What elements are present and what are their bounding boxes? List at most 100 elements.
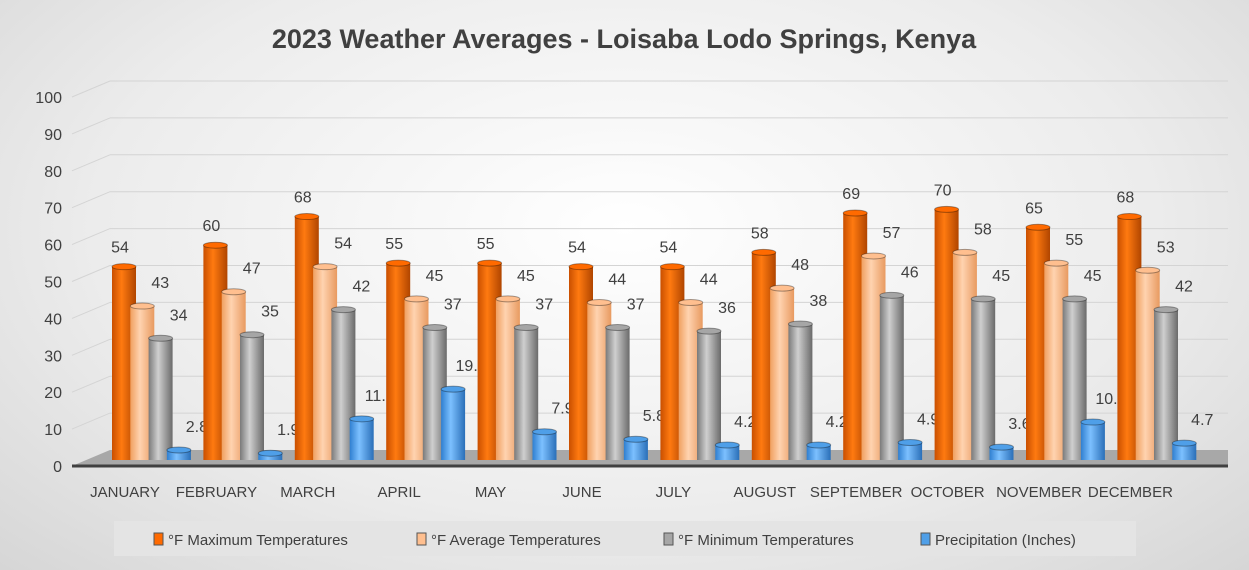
bar-top — [221, 288, 247, 296]
bar-top — [477, 259, 503, 267]
data-label: 7.9 — [551, 401, 573, 418]
data-label: 55 — [385, 236, 403, 253]
x-tick-label: MARCH — [280, 484, 335, 501]
bar-body — [441, 389, 466, 460]
data-label: 58 — [751, 225, 769, 242]
x-tick-label: MAY — [475, 484, 506, 501]
data-label: 68 — [1117, 190, 1135, 207]
data-label: 54 — [334, 236, 352, 253]
gridline — [71, 191, 111, 209]
y-tick-label: 100 — [35, 90, 62, 107]
x-tick-label: NOVEMBER — [996, 484, 1082, 501]
bar — [714, 441, 740, 460]
gridline — [71, 80, 111, 98]
bar — [1080, 418, 1106, 460]
bar-body — [623, 439, 648, 460]
bar — [970, 295, 996, 460]
y-tick-label: 90 — [44, 127, 62, 144]
bar-body — [240, 334, 264, 460]
bar-top — [1153, 306, 1179, 314]
data-label: 45 — [517, 268, 535, 285]
bar — [239, 331, 265, 460]
y-tick-label: 20 — [44, 385, 62, 402]
x-tick-label: JANUARY — [90, 484, 160, 501]
data-label: 55 — [1065, 232, 1083, 249]
data-label: 48 — [791, 257, 809, 274]
data-label: 3.6 — [1008, 416, 1030, 433]
bar-top — [330, 306, 356, 314]
bar-top — [1025, 223, 1051, 231]
data-label: 42 — [1175, 279, 1193, 296]
x-tick-label: APRIL — [378, 484, 421, 501]
y-tick-label: 10 — [44, 422, 62, 439]
bar-top — [751, 248, 777, 256]
bar-top — [568, 263, 594, 271]
bar-body — [349, 418, 374, 460]
bar-top — [148, 334, 174, 342]
y-tick-label: 50 — [44, 275, 62, 292]
data-label: 54 — [111, 240, 129, 257]
data-label: 37 — [444, 297, 462, 314]
data-label: 57 — [883, 225, 901, 242]
bar-top — [257, 449, 283, 457]
bar-body — [148, 338, 173, 460]
bar-top — [129, 302, 155, 310]
data-label: 44 — [700, 271, 718, 288]
legend-swatch — [663, 532, 674, 546]
x-tick-label: JULY — [656, 484, 692, 501]
data-label: 43 — [151, 275, 169, 292]
bar — [623, 435, 649, 460]
legend-swatch — [153, 532, 164, 546]
legend-swatch — [416, 532, 427, 546]
bar — [1153, 306, 1179, 460]
x-tick-label: DECEMBER — [1088, 484, 1173, 501]
bar-top — [970, 295, 996, 303]
bar-top — [586, 298, 612, 306]
gridline — [71, 154, 111, 172]
bar-body — [879, 295, 904, 460]
data-label: 47 — [243, 261, 261, 278]
bar-top — [897, 438, 923, 446]
bar — [897, 438, 923, 460]
y-tick-label: 60 — [44, 238, 62, 255]
bar-body — [788, 323, 813, 460]
legend-swatch — [920, 532, 931, 546]
data-label: 54 — [568, 240, 586, 257]
bar-body — [697, 331, 721, 460]
bar-top — [714, 441, 740, 449]
bar-body — [258, 453, 283, 460]
y-tick-label: 70 — [44, 201, 62, 218]
data-label: 53 — [1157, 239, 1175, 256]
data-label: 5.8 — [643, 408, 665, 425]
bar-top — [349, 415, 375, 423]
gridline — [71, 412, 111, 430]
data-label: 37 — [627, 297, 645, 314]
data-label: 55 — [477, 236, 495, 253]
x-tick-label: SEPTEMBER — [810, 484, 903, 501]
data-label: 60 — [203, 218, 221, 235]
bar-body — [1172, 443, 1197, 460]
data-label: 35 — [261, 304, 279, 321]
legend-label: °F Average Temperatures — [431, 532, 601, 549]
bar-top — [1135, 266, 1161, 274]
data-label: 4.2 — [734, 414, 756, 431]
bar — [532, 428, 557, 460]
bar-body — [898, 442, 923, 460]
bar-body — [715, 444, 740, 460]
bar-top — [1080, 418, 1106, 426]
bar-top — [934, 205, 960, 213]
bar — [787, 320, 813, 460]
bar-top — [422, 324, 448, 332]
x-tick-label: OCTOBER — [911, 484, 985, 501]
chart-title: 2023 Weather Averages - Loisaba Lodo Spr… — [272, 24, 977, 54]
bar — [257, 449, 283, 460]
gridline — [71, 338, 111, 356]
data-label: 65 — [1025, 200, 1043, 217]
bar-top — [861, 252, 886, 260]
bar-top — [1116, 213, 1142, 221]
bar-body — [1154, 309, 1178, 460]
bar-top — [385, 259, 411, 267]
data-label: 70 — [934, 182, 952, 199]
bar — [806, 441, 832, 460]
y-tick-label: 30 — [44, 348, 62, 365]
